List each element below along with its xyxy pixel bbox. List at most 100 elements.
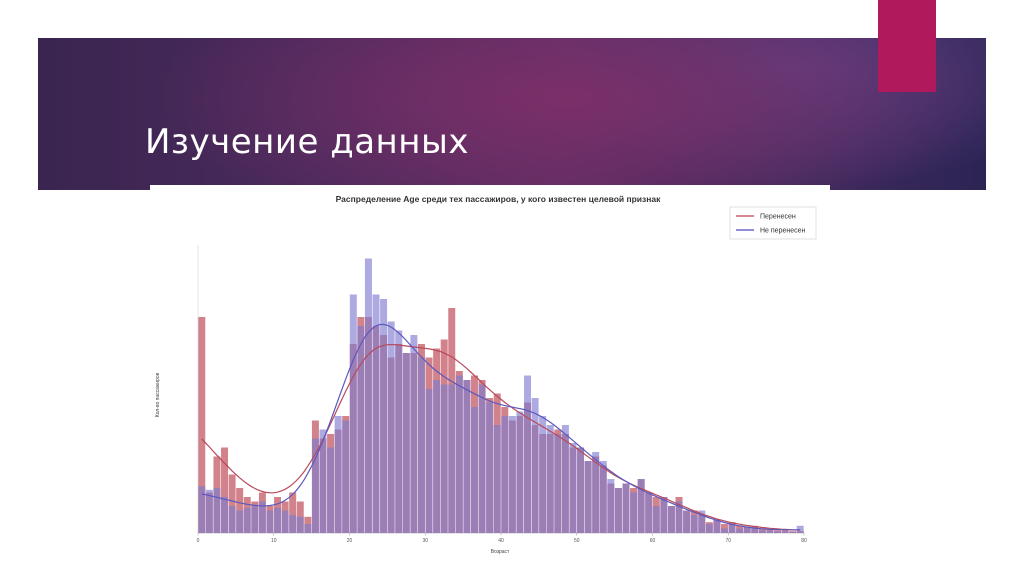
bar-not-transported-26: [395, 330, 403, 533]
bar-not-transported-11: [281, 510, 289, 533]
bar-not-transported-77: [781, 531, 789, 533]
bar-not-transported-61: [660, 497, 668, 533]
bar-transported-0: [198, 317, 206, 533]
bar-not-transported-15: [311, 438, 319, 533]
bar-not-transported-10: [274, 507, 282, 533]
x-axis-label: Возраст: [491, 549, 510, 555]
bar-not-transported-25: [387, 321, 395, 533]
bar-not-transported-57: [630, 492, 638, 533]
bar-not-transported-6: [243, 507, 251, 533]
bar-not-transported-14: [304, 524, 312, 533]
bar-not-transported-64: [683, 510, 691, 533]
bar-not-transported-27: [402, 353, 410, 533]
bar-not-transported-13: [296, 516, 304, 533]
bar-not-transported-43: [524, 375, 531, 533]
bar-not-transported-33: [448, 384, 456, 533]
bar-not-transported-3: [221, 497, 228, 533]
bar-not-transported-7: [251, 506, 259, 533]
bar-not-transported-24: [380, 299, 388, 533]
bar-not-transported-38: [486, 402, 494, 533]
bar-not-transported-37: [478, 384, 486, 533]
legend: Перенесен Не перенесен: [729, 206, 817, 240]
slide-title-banner: Изучение данных: [38, 38, 986, 190]
bar-not-transported-21: [357, 326, 365, 533]
x-tick-label-0: 0: [197, 538, 200, 544]
bar-not-transported-23: [372, 294, 380, 533]
bar-not-transported-29: [417, 357, 425, 533]
bar-not-transported-65: [690, 515, 698, 533]
bar-not-transported-59: [645, 492, 653, 533]
bar-not-transported-41: [508, 416, 516, 533]
chart-title: Распределение Age среди тех пассажиров, …: [336, 194, 661, 204]
x-tick-label-8: 80: [801, 538, 807, 544]
bar-not-transported-69: [720, 528, 728, 533]
bars-layer: [198, 258, 804, 533]
bar-transported-4: [228, 474, 236, 533]
x-tick-label-5: 50: [574, 538, 580, 544]
legend-box: [729, 206, 817, 240]
bar-not-transported-58: [637, 479, 645, 533]
x-tick-label-7: 70: [725, 538, 731, 544]
bar-not-transported-70: [728, 524, 736, 533]
bar-not-transported-9: [266, 510, 274, 533]
bar-not-transported-55: [614, 488, 622, 533]
bar-not-transported-16: [319, 429, 327, 533]
x-tick-label-1: 10: [271, 538, 277, 544]
bar-not-transported-30: [425, 389, 433, 533]
bar-not-transported-56: [622, 483, 630, 533]
bar-not-transported-63: [675, 501, 683, 533]
x-tick-label-3: 30: [422, 538, 428, 544]
bar-not-transported-73: [751, 528, 759, 533]
bar-not-transported-22: [364, 258, 372, 533]
age-histogram-chart: Распределение Age среди тех пассажиров, …: [155, 194, 817, 555]
bar-transported-3: [221, 447, 228, 533]
x-tick-label-2: 20: [347, 538, 353, 544]
bar-not-transported-8: [258, 501, 266, 533]
bar-not-transported-44: [531, 398, 539, 533]
bar-not-transported-36: [471, 407, 478, 533]
bar-not-transported-28: [410, 335, 418, 533]
bar-not-transported-17: [327, 447, 335, 533]
bar-not-transported-53: [599, 461, 607, 533]
x-tick-label-4: 40: [498, 538, 504, 544]
bar-not-transported-32: [440, 384, 448, 533]
bar-not-transported-19: [342, 420, 350, 533]
bar-not-transported-79: [796, 525, 804, 533]
y-axis-label: Кол-во пассажиров: [155, 372, 161, 417]
bar-not-transported-72: [743, 527, 751, 533]
bar-not-transported-0: [198, 486, 206, 533]
bar-not-transported-49: [569, 443, 577, 533]
bar-not-transported-75: [766, 530, 774, 533]
accent-tab: [878, 0, 936, 92]
bar-not-transported-62: [667, 506, 675, 533]
bar-not-transported-60: [652, 506, 660, 533]
bar-not-transported-42: [516, 411, 524, 533]
bar-not-transported-71: [736, 528, 744, 533]
bar-not-transported-74: [758, 530, 766, 533]
bar-not-transported-46: [546, 425, 554, 533]
bar-not-transported-5: [236, 510, 244, 533]
bar-not-transported-35: [463, 380, 471, 533]
bar-not-transported-51: [584, 461, 592, 533]
bar-not-transported-45: [539, 416, 547, 533]
bar-not-transported-50: [577, 447, 585, 533]
legend-label-not-transported: Не перенесен: [760, 228, 806, 235]
bar-transported-12: [289, 492, 297, 533]
chart-container: Распределение Age среди тех пассажиров, …: [150, 185, 830, 557]
bar-not-transported-12: [289, 515, 297, 533]
bar-not-transported-54: [607, 479, 615, 533]
bar-not-transported-4: [228, 506, 236, 533]
bar-not-transported-76: [774, 531, 781, 533]
kde-curve-transported: [201, 343, 801, 531]
kde-curve-not-transported: [201, 323, 801, 531]
bar-not-transported-18: [334, 416, 342, 533]
bar-not-transported-67: [705, 524, 713, 533]
slide-title: Изучение данных: [145, 122, 469, 162]
legend-label-transported: Перенесен: [760, 214, 796, 221]
bar-not-transported-47: [554, 434, 562, 533]
bar-not-transported-48: [561, 425, 569, 533]
bar-not-transported-1: [205, 489, 213, 533]
bar-not-transported-39: [493, 425, 501, 533]
bar-not-transported-68: [713, 519, 721, 533]
bar-not-transported-52: [592, 452, 600, 533]
